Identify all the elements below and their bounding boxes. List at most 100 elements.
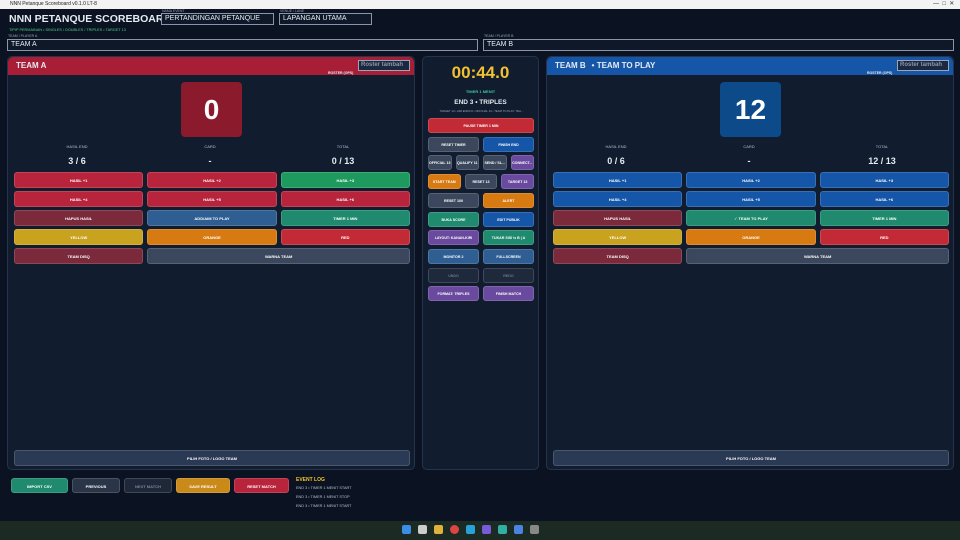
control-button[interactable]: BUKA SCORE xyxy=(428,211,479,227)
team-b-input-label: TEAM / PLAYER B xyxy=(484,34,514,38)
button-row: OFFICIAL 13 QUALIFY 11 SEND / SL... CONNECT… xyxy=(428,155,534,171)
control-button[interactable]: CONNECT... xyxy=(510,155,534,171)
team-button[interactable]: WARNA TEAM xyxy=(686,248,949,264)
control-button[interactable]: FORMAT: TRIPLES xyxy=(428,286,479,302)
control-button[interactable]: LAYOUT: KANAN-KIRI xyxy=(428,230,479,246)
stat-label: HASIL END xyxy=(605,144,627,149)
venue-label: VENUE / LANE xyxy=(280,9,305,13)
team-button[interactable]: WARNA TEAM xyxy=(147,248,410,264)
button-row: UNDO REDO xyxy=(428,267,534,283)
control-button[interactable]: TUKAR SISI ⇆ B | A xyxy=(483,230,534,246)
stat-value: 12 / 13 xyxy=(868,156,896,166)
button-row: RESET 100 ALERT xyxy=(428,192,534,208)
team-button[interactable]: HAPUS HASIL xyxy=(553,210,683,226)
team-button[interactable]: HASIL +3 xyxy=(819,172,949,188)
stat-value: 3 / 6 xyxy=(68,156,86,166)
roster-label: ROSTER (OPS) xyxy=(867,71,893,75)
team-panel: TEAM A ROSTER (OPS) Roster tambah 0 HASIL EN… xyxy=(7,56,415,470)
timer: 00:44.0 xyxy=(451,63,510,82)
team-button[interactable]: HASIL +1 xyxy=(553,172,683,188)
team-score: 0 xyxy=(181,82,242,137)
team-button[interactable]: HASIL +3 xyxy=(280,172,410,188)
team-header: TEAM B • TEAM TO PLAY ROSTER (OPS) Roster t… xyxy=(547,57,953,75)
team-button[interactable]: TIMER 1 MIN xyxy=(280,210,410,226)
event-log-title: EVENT LOG xyxy=(296,477,325,483)
app-subtitle: TIPIP PERMAINAN • SINGLES / DOUBLES / TR… xyxy=(9,28,126,32)
window-controls[interactable]: — □ ✕ xyxy=(933,1,955,7)
team-panel: TEAM B • TEAM TO PLAY ROSTER (OPS) Roster t… xyxy=(546,56,954,470)
team-button[interactable]: HASIL +5 xyxy=(147,191,277,207)
control-button[interactable]: FINISH END xyxy=(483,136,534,152)
action-buttons: HASIL +1 HASIL +2 HASIL +3 HASIL +4 HASIL +5… xyxy=(553,172,949,264)
control-button[interactable]: RESET 13 xyxy=(464,174,498,190)
roster-label: ROSTER (OPS) xyxy=(328,71,354,75)
control-button[interactable]: QUALIFY 11 xyxy=(455,155,479,171)
team-button[interactable]: HAPUS HASIL xyxy=(14,210,144,226)
footer-button[interactable]: IMPORT CSV xyxy=(11,478,68,493)
roster-input[interactable]: Roster tambah xyxy=(358,60,410,71)
team-button[interactable]: HASIL +4 xyxy=(553,191,683,207)
stat-value: - xyxy=(208,156,212,166)
team-button[interactable]: TEAM DISQ xyxy=(14,248,144,264)
control-button[interactable]: REDO xyxy=(483,267,534,283)
control-button[interactable]: START TEAM xyxy=(428,174,461,190)
button-row: MONITOR 2 FULLSCREEN xyxy=(428,248,534,264)
team-button[interactable]: TEAM DISQ xyxy=(553,248,683,264)
event-input[interactable]: PERTANDINGAN PETANQUE xyxy=(161,13,274,25)
end-info: END 3 • TRIPLES xyxy=(454,99,507,106)
team-button[interactable]: HASIL +1 xyxy=(14,172,144,188)
control-button[interactable]: FULLSCREEN xyxy=(483,248,534,264)
team-b-input[interactable]: TEAM B xyxy=(483,39,954,51)
team-button[interactable]: HASIL +4 xyxy=(14,191,144,207)
team-button[interactable]: RED xyxy=(819,229,949,245)
control-button[interactable]: RESET TIMER xyxy=(428,136,479,152)
log-entry: END 3 • TIMER 1 MENIT START xyxy=(296,486,352,490)
button-row: BUKA SCORE EDIT PUBLIK xyxy=(428,211,534,227)
roster-input[interactable]: Roster tambah xyxy=(897,60,949,71)
control-panel: 00:44.0 TIMER 1 MENIT END 3 • TRIPLES TA… xyxy=(422,56,539,470)
footer-button[interactable]: PREVIOUS xyxy=(72,478,120,493)
team-button[interactable]: TIMER 1 MIN xyxy=(819,210,949,226)
control-button[interactable]: TARGET 13 xyxy=(501,174,535,190)
control-button[interactable]: MONITOR 2 xyxy=(428,248,479,264)
team-button[interactable]: HASIL +2 xyxy=(686,172,816,188)
button-row: START TEAM RESET 13 TARGET 13 xyxy=(428,174,535,190)
match-details: TARGET 13 • AIM ENDS 8 • OFFICIAL 13 • T… xyxy=(439,109,524,113)
footer-button[interactable]: NEXT MATCH xyxy=(124,478,172,493)
team-button[interactable]: YELLOW xyxy=(14,229,144,245)
photo-button[interactable]: PILIH FOTO / LOGO TEAM xyxy=(553,450,949,466)
footer-button[interactable]: RESET MATCH xyxy=(234,478,289,493)
team-button[interactable]: ✓ TEAM TO PLAY xyxy=(686,210,816,226)
team-a-input[interactable]: TEAM A xyxy=(7,39,478,51)
window-title: NNN Petanque Scoreboard v0.1.0 LT-8 xyxy=(0,0,960,9)
control-button[interactable]: OFFICIAL 13 xyxy=(428,155,452,171)
team-button[interactable]: HASIL +6 xyxy=(280,191,410,207)
team-button[interactable]: ORANGE xyxy=(686,229,816,245)
photo-button[interactable]: PILIH FOTO / LOGO TEAM xyxy=(14,450,410,466)
control-button[interactable]: SEND / SL... xyxy=(483,155,507,171)
control-button[interactable]: PAUSE TIMER 1 MIN xyxy=(428,118,534,133)
button-row: FORMAT: TRIPLES FINISH MATCH xyxy=(428,286,534,302)
stat-label: HASIL END xyxy=(66,144,88,149)
team-button[interactable]: HASIL +5 xyxy=(686,191,816,207)
control-button[interactable]: EDIT PUBLIK xyxy=(483,211,534,227)
control-button[interactable]: UNDO xyxy=(428,267,479,283)
taskbar-icons[interactable] xyxy=(402,525,552,536)
control-button[interactable]: RESET 100 xyxy=(428,192,479,208)
stat-label: CARD xyxy=(204,144,216,149)
team-button[interactable]: ORANGE xyxy=(147,229,277,245)
control-button[interactable]: ALERT xyxy=(483,192,534,208)
team-button[interactable]: YELLOW xyxy=(553,229,683,245)
team-button[interactable]: ADD/AIM TO PLAY xyxy=(147,210,277,226)
stat-value: 0 / 13 xyxy=(331,156,355,166)
team-a-input-label: TEAM / PLAYER A xyxy=(8,34,38,38)
control-button[interactable]: FINISH MATCH xyxy=(483,286,534,302)
footer-button[interactable]: SAVE RESULT xyxy=(176,478,230,493)
team-button[interactable]: HASIL +6 xyxy=(819,191,949,207)
team-name: TEAM A xyxy=(16,61,47,70)
team-button[interactable]: RED xyxy=(280,229,410,245)
venue-input[interactable]: LAPANGAN UTAMA xyxy=(279,13,372,25)
team-name: TEAM B xyxy=(555,61,586,70)
team-button[interactable]: HASIL +2 xyxy=(147,172,277,188)
log-entry: END 3 • TIMER 1 MENIT START xyxy=(296,504,352,508)
